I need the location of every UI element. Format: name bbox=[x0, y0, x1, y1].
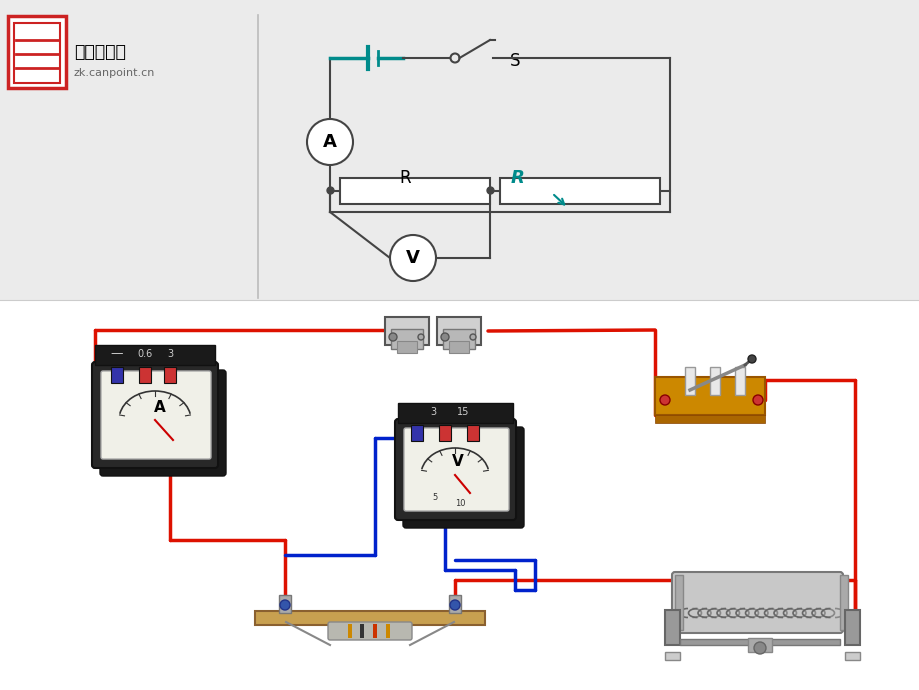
FancyBboxPatch shape bbox=[394, 419, 516, 520]
Bar bbox=[839, 575, 847, 630]
Bar bbox=[709, 367, 720, 395]
Circle shape bbox=[754, 642, 766, 654]
Bar bbox=[448, 595, 460, 613]
Bar bbox=[391, 329, 423, 349]
Bar bbox=[411, 425, 423, 441]
FancyBboxPatch shape bbox=[671, 572, 842, 633]
Bar bbox=[139, 367, 151, 383]
Bar bbox=[664, 610, 679, 645]
Text: A: A bbox=[323, 133, 336, 151]
Circle shape bbox=[307, 119, 353, 165]
Text: 0.6: 0.6 bbox=[137, 349, 153, 359]
Text: R: R bbox=[399, 169, 411, 187]
Text: 5: 5 bbox=[432, 493, 437, 502]
Bar bbox=[111, 367, 123, 383]
Circle shape bbox=[389, 333, 397, 341]
Circle shape bbox=[752, 395, 762, 405]
Bar bbox=[372, 624, 377, 638]
Circle shape bbox=[279, 600, 289, 610]
Text: V: V bbox=[451, 455, 463, 469]
Bar bbox=[359, 624, 364, 638]
Circle shape bbox=[470, 334, 475, 340]
Bar bbox=[95, 345, 215, 365]
Bar bbox=[654, 377, 765, 415]
Bar bbox=[844, 610, 859, 645]
FancyBboxPatch shape bbox=[328, 622, 412, 640]
Bar bbox=[654, 415, 765, 423]
Bar bbox=[397, 341, 416, 353]
FancyBboxPatch shape bbox=[92, 362, 218, 468]
Text: 全品中考网: 全品中考网 bbox=[74, 43, 126, 61]
Bar bbox=[437, 317, 481, 345]
Bar bbox=[844, 652, 859, 660]
Bar bbox=[679, 639, 839, 645]
Bar bbox=[347, 624, 352, 638]
Bar bbox=[747, 638, 771, 652]
Bar bbox=[438, 425, 450, 441]
FancyBboxPatch shape bbox=[100, 370, 226, 476]
Bar bbox=[164, 367, 176, 383]
Bar bbox=[255, 611, 484, 625]
FancyBboxPatch shape bbox=[403, 428, 508, 511]
Bar bbox=[384, 317, 428, 345]
FancyBboxPatch shape bbox=[101, 371, 210, 459]
Bar bbox=[278, 595, 290, 613]
Bar bbox=[398, 403, 513, 423]
Text: S: S bbox=[509, 52, 520, 70]
Text: 3: 3 bbox=[166, 349, 173, 359]
Text: 15: 15 bbox=[457, 407, 469, 417]
Bar bbox=[340, 178, 490, 204]
Text: V: V bbox=[405, 249, 419, 267]
Text: R: R bbox=[511, 169, 525, 187]
Text: zk.canpoint.cn: zk.canpoint.cn bbox=[74, 68, 155, 78]
Bar bbox=[499, 178, 659, 204]
Circle shape bbox=[659, 395, 669, 405]
Circle shape bbox=[747, 355, 755, 363]
Bar bbox=[664, 652, 679, 660]
Bar bbox=[0, 300, 919, 690]
Bar bbox=[386, 624, 390, 638]
Text: 3: 3 bbox=[429, 407, 436, 417]
Bar bbox=[14, 23, 60, 83]
Bar bbox=[734, 367, 744, 395]
Bar bbox=[8, 16, 66, 88]
FancyBboxPatch shape bbox=[403, 427, 524, 528]
Bar bbox=[685, 367, 694, 395]
Text: A: A bbox=[154, 400, 165, 415]
Text: 10: 10 bbox=[454, 499, 465, 508]
Circle shape bbox=[449, 600, 460, 610]
Bar bbox=[675, 575, 682, 630]
Bar bbox=[443, 329, 474, 349]
Text: —: — bbox=[110, 347, 123, 360]
Bar bbox=[448, 341, 469, 353]
Bar bbox=[467, 425, 479, 441]
Circle shape bbox=[440, 333, 448, 341]
Circle shape bbox=[417, 334, 424, 340]
Circle shape bbox=[390, 235, 436, 281]
